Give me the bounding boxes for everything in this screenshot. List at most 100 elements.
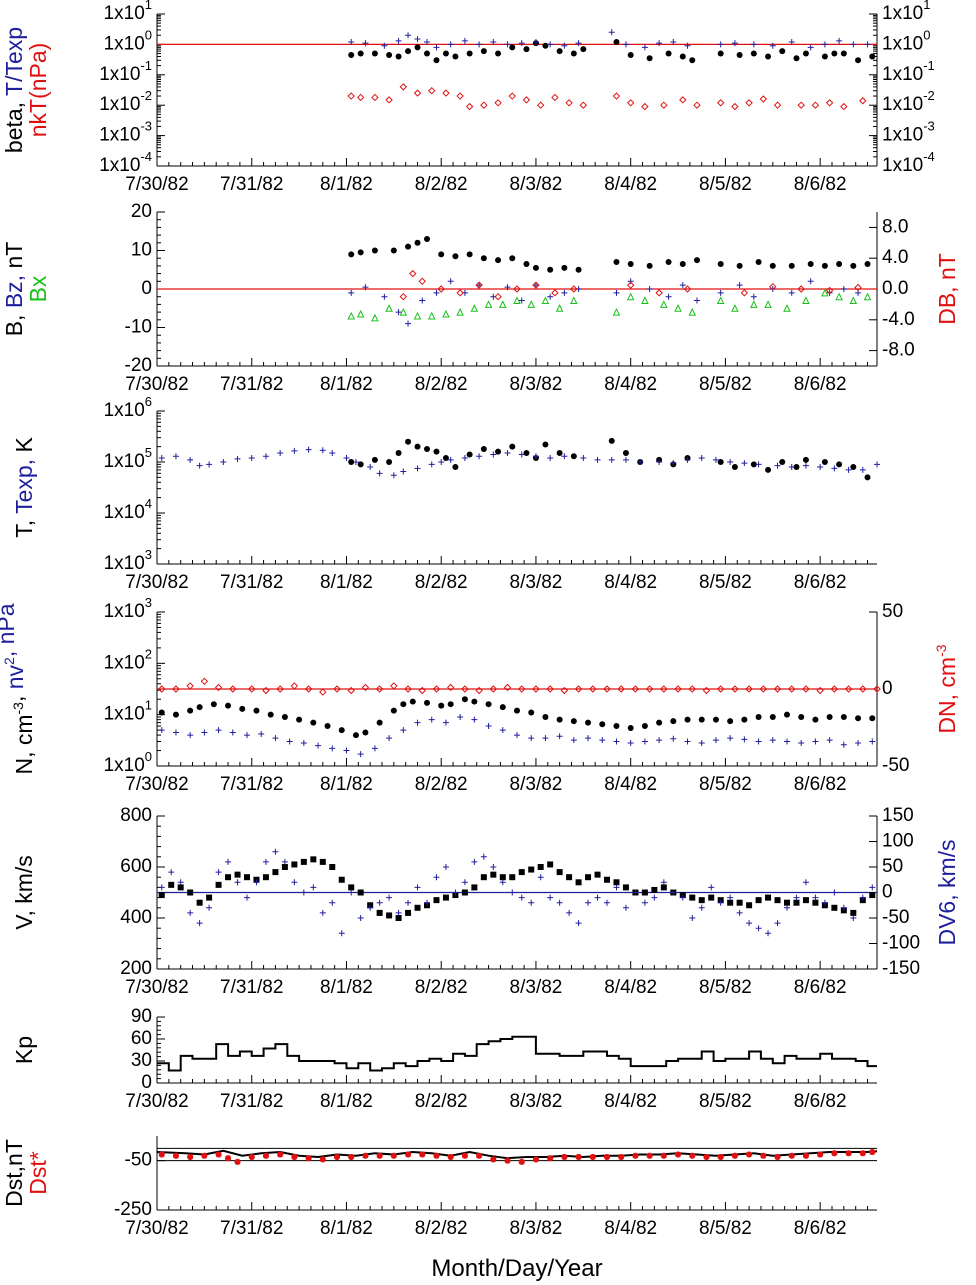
data-point	[395, 53, 402, 60]
data-point	[239, 705, 246, 712]
data-point	[433, 1152, 440, 1159]
data-point	[405, 243, 412, 250]
data-point	[352, 459, 359, 465]
y-tick-label: 0	[141, 278, 152, 299]
data-point	[831, 889, 838, 896]
data-point	[494, 292, 502, 301]
data-point	[788, 262, 795, 269]
data-point	[646, 1152, 653, 1159]
data-point	[660, 884, 667, 891]
data-point	[470, 304, 479, 312]
series-temp-1	[158, 446, 880, 479]
data-point	[461, 685, 469, 693]
data-point	[850, 41, 857, 48]
data-point	[304, 685, 313, 693]
data-point	[514, 707, 520, 714]
series-kp-0	[157, 1035, 877, 1072]
data-point	[414, 719, 421, 726]
data-point	[262, 686, 270, 695]
data-point	[424, 235, 430, 242]
data-point	[566, 909, 573, 916]
data-point	[547, 41, 554, 48]
data-point	[371, 50, 378, 57]
data-point	[660, 685, 668, 693]
y-tick-label: 600	[120, 856, 152, 877]
x-tick-label: 8/2/82	[415, 1091, 468, 1112]
data-point	[409, 698, 416, 705]
data-point	[689, 894, 696, 901]
data-point	[783, 304, 791, 312]
data-point	[717, 289, 724, 296]
x-tick-label: 8/5/82	[699, 174, 752, 195]
data-point	[641, 723, 648, 730]
series-density-0	[158, 696, 876, 739]
data-point	[267, 711, 274, 718]
y-tick-label: 90	[131, 1006, 152, 1027]
data-point	[338, 876, 345, 883]
data-point	[348, 251, 355, 258]
data-point	[836, 260, 843, 267]
data-point	[547, 293, 554, 300]
data-point	[244, 874, 250, 881]
data-point	[622, 884, 629, 891]
data-point	[277, 1151, 284, 1158]
data-point	[489, 685, 498, 693]
data-point	[187, 456, 194, 463]
data-point	[461, 1152, 468, 1159]
data-point	[357, 461, 364, 468]
x-tick-label: 7/30/82	[125, 977, 188, 998]
data-point	[386, 894, 393, 901]
data-point	[348, 1153, 355, 1160]
data-point	[428, 86, 436, 95]
y-tick-label: 1x10-2	[99, 89, 152, 116]
data-point	[386, 459, 393, 465]
data-point	[561, 1153, 568, 1160]
data-point	[618, 1153, 625, 1160]
data-point	[684, 42, 691, 49]
data-point	[849, 296, 858, 305]
data-point	[755, 925, 762, 932]
series-beta-0	[348, 38, 876, 64]
panel-bfield: 7/30/82 7/31/82 8/1/82 8/2/82 8/3/82 8/4/82 8/…	[1, 201, 960, 395]
data-point	[215, 881, 222, 888]
data-point	[556, 899, 563, 906]
y2-tick-label: 0.0	[882, 278, 908, 299]
data-point	[854, 283, 862, 292]
y2-tick-label: 1x10-2	[882, 89, 935, 116]
data-point	[329, 864, 336, 870]
y-tick-label: 1x100	[104, 28, 152, 55]
data-point	[689, 1152, 696, 1159]
data-point	[717, 50, 724, 57]
data-point	[386, 51, 393, 58]
data-point	[698, 740, 705, 747]
data-point	[424, 445, 430, 452]
data-point	[727, 735, 734, 742]
data-point	[802, 1152, 809, 1159]
data-point	[542, 714, 549, 721]
x-tick-label: 8/4/82	[604, 174, 657, 195]
data-point	[608, 29, 615, 36]
data-point	[627, 724, 634, 731]
data-point	[556, 733, 563, 740]
data-point	[405, 320, 412, 327]
data-point	[627, 260, 634, 267]
data-point	[556, 48, 563, 55]
data-point	[196, 704, 203, 711]
x-tick-label: 8/6/82	[794, 977, 847, 998]
data-point	[585, 735, 592, 742]
x-tick-label: 7/31/82	[220, 977, 283, 998]
x-tick-label: 8/3/82	[510, 1091, 563, 1112]
data-point	[556, 869, 563, 876]
data-point	[570, 296, 578, 305]
data-point	[371, 247, 378, 254]
y2-tick-label: -4.0	[882, 309, 915, 330]
data-point	[670, 460, 677, 467]
y-tick-label: 200	[120, 958, 152, 979]
data-point	[461, 879, 468, 886]
data-point	[670, 889, 677, 896]
y-axis-label: Dst,nT	[1, 1139, 27, 1207]
data-point	[689, 57, 696, 64]
series-bfield-2	[347, 288, 872, 322]
data-point	[740, 289, 749, 297]
data-point	[424, 699, 430, 706]
